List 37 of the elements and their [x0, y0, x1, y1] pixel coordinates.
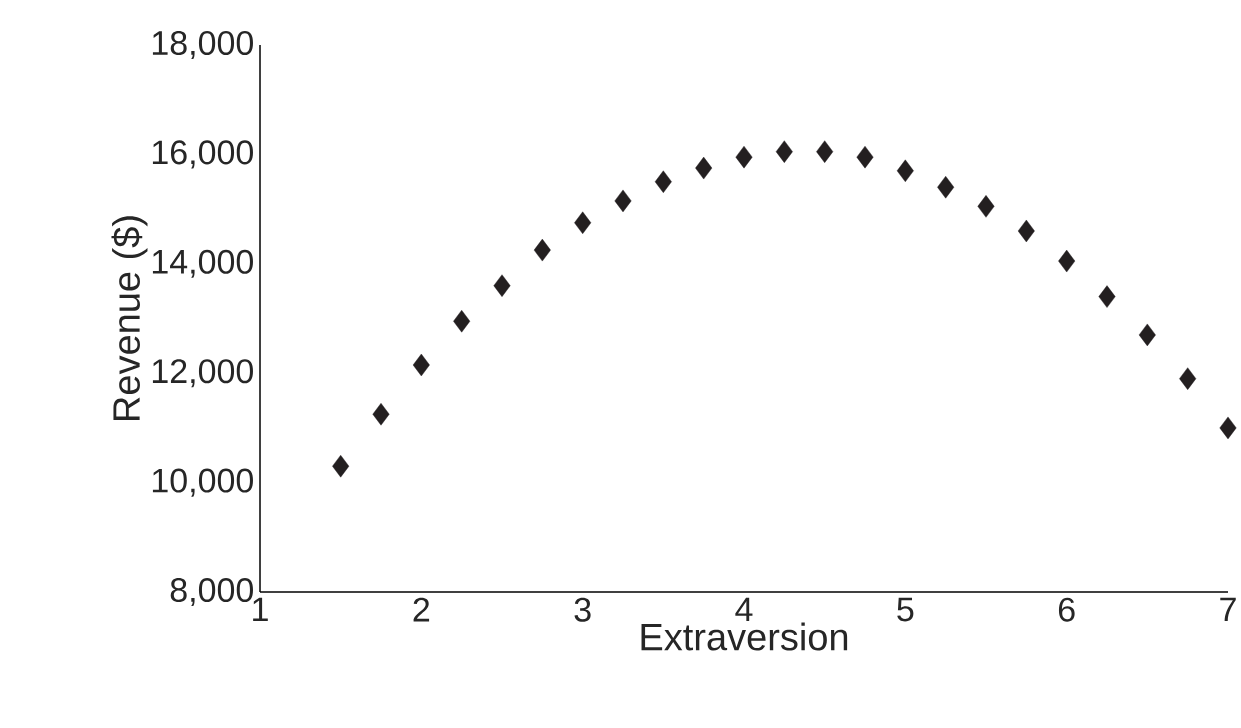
- point: [735, 145, 753, 169]
- point: [1138, 323, 1156, 347]
- point: [775, 140, 793, 163]
- point: [1017, 219, 1035, 243]
- y-tick-label: 18,000: [152, 30, 253, 60]
- point: [332, 454, 350, 478]
- x-tick-label: 4: [735, 597, 753, 622]
- point: [1058, 249, 1076, 273]
- point: [1179, 367, 1197, 390]
- x-tick-label: 2: [413, 597, 430, 622]
- x-tick-label: 3: [574, 597, 591, 622]
- point: [816, 140, 834, 163]
- y-tick-label: 14,000: [152, 249, 253, 278]
- y-tick-label: 16,000: [152, 140, 253, 169]
- y-axis-title: Revenue ($): [111, 216, 148, 420]
- point: [412, 353, 430, 377]
- point: [574, 211, 592, 234]
- y-tick-label: 8,000: [170, 577, 253, 607]
- x-tick-label: 7: [1220, 597, 1236, 622]
- x-tick-label: 5: [897, 597, 914, 622]
- y-tick-label: 10,000: [152, 468, 253, 497]
- point: [896, 159, 914, 182]
- x-tick-label: 6: [1058, 597, 1075, 622]
- point: [654, 170, 672, 193]
- point: [1098, 285, 1116, 308]
- point: [614, 189, 632, 213]
- point: [372, 403, 390, 426]
- point: [856, 145, 874, 169]
- point: [493, 274, 511, 297]
- point: [533, 238, 551, 262]
- point: [937, 176, 955, 199]
- x-axis-title: Extraversion: [641, 622, 848, 651]
- point: [695, 156, 713, 180]
- x-tick-label: 1: [253, 597, 268, 622]
- y-tick-label: 12,000: [152, 359, 253, 388]
- point: [977, 195, 995, 218]
- point: [453, 310, 471, 333]
